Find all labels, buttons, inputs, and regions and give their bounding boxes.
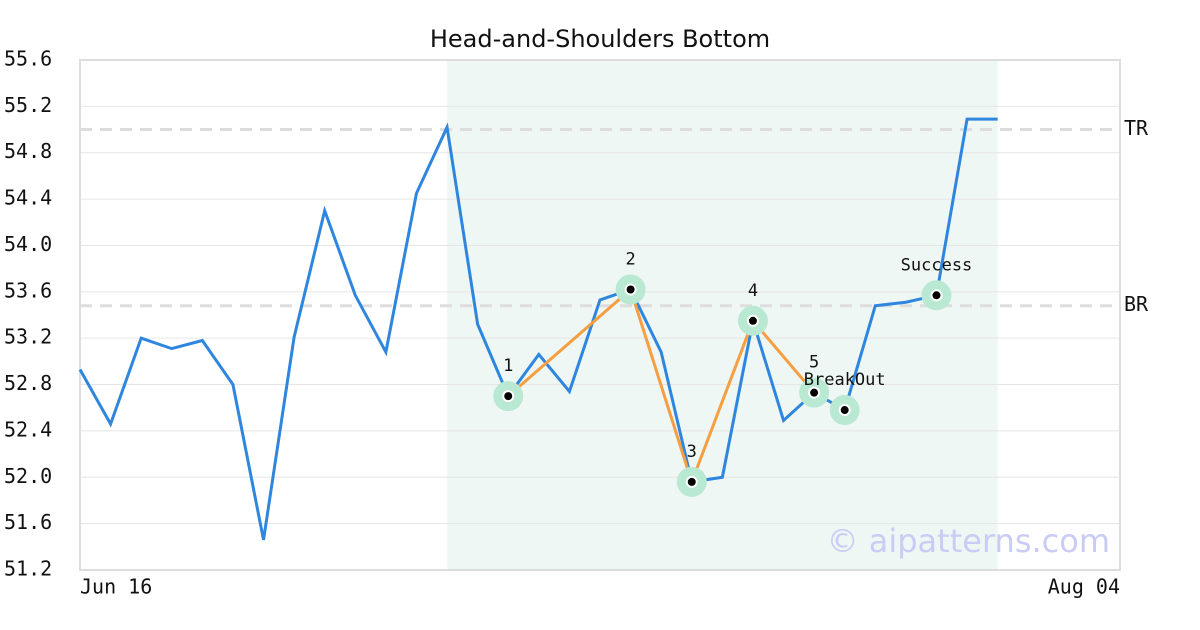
y-tick-label: 54.0 [4,232,52,256]
y-tick-label: 54.4 [4,186,52,210]
reference-label: BR [1124,292,1149,316]
pattern-label: 3 [687,442,697,462]
pattern-region [447,60,998,570]
pattern-marker [504,392,513,401]
pattern-marker [840,406,849,415]
chart-title: Head-and-Shoulders Bottom [430,25,770,53]
y-tick-label: 55.2 [4,93,52,117]
y-tick-label: 53.6 [4,278,52,302]
x-tick-label: Jun 16 [80,575,152,599]
x-tick-label: Aug 04 [1048,575,1120,599]
pattern-label: 2 [625,250,635,270]
pattern-marker [810,388,819,397]
plot-frame [79,59,1121,571]
pattern-label: 5 [809,353,819,373]
signal-label: Success [901,255,973,275]
pattern-marker [748,316,757,325]
watermark: © aipatterns.com [827,522,1110,560]
y-tick-label: 51.2 [4,557,52,581]
y-tick-label: 55.6 [4,47,52,71]
pattern-label: 4 [748,281,758,301]
pattern-marker [626,285,635,294]
pattern-marker [932,291,941,300]
y-tick-label: 53.2 [4,325,52,349]
y-tick-label: 52.4 [4,417,52,441]
y-tick-label: 54.8 [4,139,52,163]
y-tick-label: 51.6 [4,510,52,534]
pattern-label: 1 [503,356,513,376]
y-tick-label: 52.8 [4,371,52,395]
y-tick-label: 52.0 [4,464,52,488]
signal-label: BreakOut [804,370,886,390]
reference-label: TR [1124,116,1149,140]
pattern-marker [687,477,696,486]
